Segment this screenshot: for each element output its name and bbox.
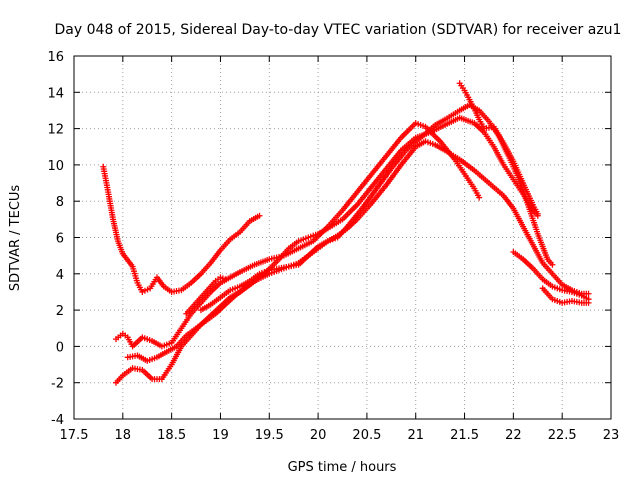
x-tick-label: 17.5 (60, 428, 89, 443)
track-9 (539, 285, 592, 306)
grid (74, 56, 611, 419)
x-tick-label: 18.5 (157, 428, 186, 443)
y-tick-labels: -4 -2 0 2 4 6 8 10 12 14 16 (47, 50, 64, 428)
x-tick-label: 23 (603, 428, 620, 443)
x-tick-label: 22.5 (548, 428, 577, 443)
chart-title: Day 048 of 2015, Sidereal Day-to-day VTE… (55, 22, 622, 38)
data-point-marker (256, 212, 263, 219)
y-axis-label: SDTVAR / TECUs (8, 185, 23, 292)
data-point-marker (222, 276, 229, 283)
x-tick-label: 19.5 (255, 428, 284, 443)
y-tick-label: 0 (56, 340, 64, 355)
track-5 (197, 138, 592, 314)
x-tick-labels: 17.5 18 18.5 19 19.5 20 20.5 21 21.5 22 22.5 23 (60, 428, 620, 443)
x-tick-label: 19 (212, 428, 229, 443)
x-tick-label: 20 (310, 428, 327, 443)
y-tick-label: 6 (56, 232, 64, 247)
y-tick-label: 8 (56, 195, 64, 210)
y-tick-label: 12 (47, 123, 64, 138)
y-tick-label: 4 (56, 268, 64, 283)
data-point-marker (585, 290, 592, 297)
data-point-marker (534, 210, 541, 217)
y-tick-label: 10 (47, 159, 64, 174)
data-point-marker (585, 299, 592, 306)
x-tick-label: 21.5 (450, 428, 479, 443)
data-point-marker (476, 194, 483, 201)
track-8 (510, 249, 592, 303)
y-tick-label: 2 (56, 304, 64, 319)
y-tick-label: -2 (51, 377, 64, 392)
series-markers (100, 80, 592, 386)
y-tick-label: 14 (47, 86, 64, 101)
plot-frame (73, 55, 612, 420)
x-tick-label: 21 (407, 428, 424, 443)
track-2 (112, 120, 483, 350)
track-7 (456, 80, 541, 217)
x-axis-label: GPS time / hours (288, 460, 397, 475)
x-tick-label: 22 (505, 428, 522, 443)
x-tick-label: 18 (115, 428, 132, 443)
y-tick-label: 16 (47, 50, 64, 65)
x-tick-label: 20.5 (352, 428, 381, 443)
y-tick-label: -4 (51, 413, 64, 428)
track-1 (100, 163, 263, 295)
track-6 (183, 274, 229, 317)
data-point-marker (549, 261, 556, 268)
